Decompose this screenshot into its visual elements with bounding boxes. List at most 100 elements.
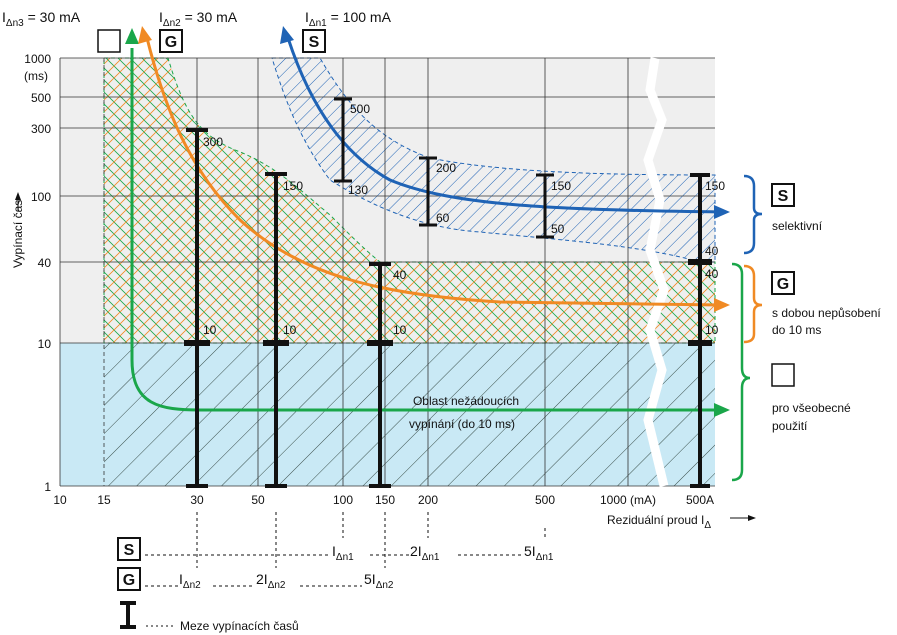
limit-bar (688, 173, 712, 488)
bar-label: 200 (436, 161, 456, 175)
x-tick-label: 10 (53, 493, 67, 507)
y-tick-label: 300 (31, 122, 51, 136)
bar-label: 150 (283, 179, 303, 193)
g-curve (145, 37, 723, 307)
chart-area (60, 57, 716, 486)
legend-g-text2: do 10 ms (772, 323, 821, 337)
bar-legend-symbol (120, 601, 136, 629)
n1-x1: IΔn1 (332, 543, 354, 563)
general-arrow-right (714, 403, 730, 417)
n2-x1: IΔn2 (179, 571, 201, 591)
legend-g-letter: G (777, 276, 789, 293)
bar-legend-text: Meze vypínacích časů (180, 619, 299, 633)
n1-x5: 5IΔn1 (524, 543, 554, 563)
x-axis-title: Reziduální proud IΔ (607, 513, 711, 531)
limit-bar (367, 262, 393, 488)
y-tick-label: 1000 (24, 52, 51, 66)
x-tick-label: 30 (190, 493, 204, 507)
bar-label: 40 (705, 244, 719, 258)
x-tick-label: 100 (333, 493, 353, 507)
bar-label: 10 (283, 323, 297, 337)
y-tick-label: 10 (38, 337, 52, 351)
s-arrow-up (280, 26, 294, 44)
bar-label: 500 (350, 102, 370, 116)
x-tick-label: 500 (535, 493, 555, 507)
y-axis-title: Vypínací čas (11, 200, 25, 268)
legend-s-text: selektivní (772, 219, 823, 233)
g-arrow-right (714, 298, 730, 312)
general-type-box (97, 29, 121, 53)
bottom-s-box (117, 537, 141, 561)
bottom-s-letter: S (124, 542, 135, 559)
y-tick-label: 1 (44, 480, 51, 494)
bar-label: 150 (551, 179, 571, 193)
legend-general-text1: pro všeobecné (772, 401, 851, 415)
limit-bar (334, 97, 352, 183)
y-axis: 1000 (ms) 500 300 100 40 10 1 Vypínací č… (11, 52, 51, 494)
header-idn2: IΔn2 = 30 mA (159, 9, 238, 29)
n1-x2: 2IΔn1 (410, 543, 440, 563)
x-tick-label: 50 (251, 493, 265, 507)
general-brace (731, 262, 751, 482)
y-tick-label: 40 (38, 256, 52, 270)
curves (125, 26, 730, 417)
bar-label: 130 (348, 183, 368, 197)
g-arrow-up (138, 26, 152, 44)
general-arrow-up (125, 28, 139, 44)
top-type-boxes: G S (97, 29, 326, 53)
legend (731, 174, 763, 482)
region-label-line2: vypínání (do 10 ms) (409, 417, 515, 431)
s-curve (286, 37, 723, 214)
x-tick-label: 150 (375, 493, 395, 507)
y-unit: (ms) (24, 69, 48, 83)
s-arrow-right (714, 205, 730, 219)
bottom-g-letter: G (123, 572, 135, 589)
legend-items: S selektivní G s dobou nepůsobení do 10 … (771, 183, 881, 433)
bar-label: 10 (203, 323, 217, 337)
x-tick-label: 1000 (mA) (600, 493, 656, 507)
region-label-line1: Oblast nežádoucích (413, 394, 519, 408)
bottom-g-box (117, 567, 141, 591)
g-brace (743, 264, 763, 344)
limit-bar (419, 156, 437, 227)
header-idn1: IΔn1 = 100 mA (305, 9, 392, 29)
bar-label: 60 (436, 211, 450, 225)
g-type-letter: G (165, 34, 177, 51)
top-headers: IΔn3 = 30 mA IΔn2 = 30 mA IΔn1 = 100 mA (2, 9, 392, 29)
axis-break (643, 57, 669, 488)
x-axis: 10 15 30 50 100 150 200 500 1000 (mA) 50… (53, 493, 756, 531)
hatch-region (104, 343, 715, 486)
bar-label: 10 (393, 323, 407, 337)
general-curve (130, 48, 722, 412)
limit-bar (184, 128, 210, 488)
bar-label: 40 (705, 267, 719, 281)
y-tick-label: 100 (31, 190, 51, 204)
limit-bar-labels: 300 10 150 10 40 10 500 130 200 60 150 5… (203, 102, 725, 337)
legend-general-text2: použití (772, 419, 808, 433)
bar-label: 50 (551, 222, 565, 236)
legend-s-letter: S (778, 188, 789, 205)
n2-x2: 2IΔn2 (256, 571, 286, 591)
g-type-box (159, 29, 183, 53)
legend-s-box (771, 183, 795, 207)
g-general-region (103, 57, 716, 344)
bar-label: 150 (705, 179, 725, 193)
x-tick-label: 500A (686, 493, 714, 507)
n2-x5: 5IΔn2 (364, 571, 394, 591)
bar-label: 300 (203, 135, 223, 149)
x-tick-label: 200 (418, 493, 438, 507)
grid (59, 57, 715, 487)
bar-label: 40 (393, 268, 407, 282)
bar-label: 10 (705, 323, 719, 337)
header-idn3: IΔn3 = 30 mA (2, 9, 81, 29)
limit-bar (263, 172, 289, 488)
bottom-multiples: S G IΔn1 2IΔn1 5IΔn1 IΔn2 2IΔn2 5IΔn2 (117, 512, 554, 633)
limit-bar (536, 173, 554, 239)
legend-g-box (771, 271, 795, 295)
y-tick-label: 500 (31, 91, 51, 105)
s-type-box (302, 29, 326, 53)
s-type-letter: S (309, 34, 320, 51)
legend-general-box (771, 363, 795, 387)
limit-bars (184, 97, 712, 488)
